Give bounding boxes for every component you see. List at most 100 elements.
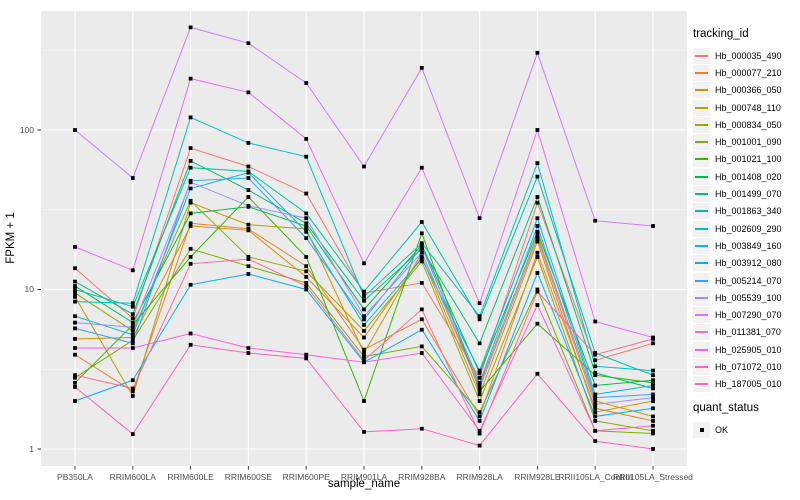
data-point [362, 347, 366, 352]
data-point [188, 159, 193, 163]
data-point [651, 383, 655, 388]
data-point [651, 368, 655, 373]
legend-item-label: Hb_000035_490 [715, 50, 782, 61]
data-point [246, 257, 251, 261]
legend-key-box [693, 220, 710, 237]
legend-item: Hb_003849_160 [693, 237, 799, 254]
data-point [535, 287, 540, 292]
data-point [651, 378, 655, 383]
data-point [304, 236, 309, 240]
data-point [188, 331, 193, 336]
x-axis-title: sample_name [327, 478, 401, 490]
data-point [188, 76, 193, 81]
legend-key-box [693, 421, 710, 438]
data-point [130, 378, 135, 383]
legend-color-line-icon [695, 141, 708, 144]
data-point [73, 326, 77, 331]
data-point [246, 141, 251, 145]
data-point [73, 352, 77, 357]
data-point [593, 319, 598, 324]
data-point [304, 275, 309, 279]
data-point [419, 231, 424, 236]
data-point [535, 239, 540, 244]
data-point [246, 255, 251, 259]
legend-color-line-icon [695, 89, 708, 92]
data-point [419, 317, 424, 322]
data-point [246, 272, 251, 276]
legend-color-line-icon [695, 383, 708, 386]
data-point [593, 218, 598, 223]
legend-item: Hb_005214_070 [693, 272, 799, 289]
data-point [651, 423, 655, 428]
legend-key-box [693, 64, 710, 81]
data-point [304, 269, 309, 274]
data-point [304, 352, 309, 357]
data-point [477, 383, 482, 388]
data-point [188, 221, 193, 226]
data-point [477, 410, 482, 415]
data-point [246, 90, 251, 95]
legend-item: Hb_001863_340 [693, 203, 799, 220]
legend-color-line-icon [695, 158, 708, 161]
data-point [651, 337, 655, 341]
legend-item-label: Hb_000077_210 [715, 67, 782, 78]
data-point [130, 335, 135, 340]
data-point [535, 321, 540, 326]
data-point [188, 255, 193, 259]
data-point [535, 233, 540, 237]
x-tick-label: RRIM928LE [514, 472, 561, 482]
legend-key-box [693, 341, 710, 358]
data-point [188, 224, 193, 228]
data-point [188, 146, 193, 150]
data-point [188, 180, 193, 185]
data-point [246, 228, 251, 233]
data-point [130, 386, 135, 391]
legend-item-label: Hb_011381_070 [715, 327, 781, 338]
data-point [362, 323, 366, 327]
data-point [419, 241, 424, 246]
legend-item-label: Hb_000366_050 [715, 85, 782, 96]
data-point [535, 229, 540, 234]
legend-item: Hb_071072_010 [693, 358, 799, 375]
legend-item: Hb_000748_110 [693, 99, 799, 116]
data-point [130, 304, 135, 309]
data-point [362, 354, 366, 359]
data-point [304, 264, 309, 269]
data-point [477, 380, 482, 385]
legend-item-label: Hb_007290_070 [715, 310, 782, 321]
legend-item: Hb_000834_050 [693, 116, 799, 133]
data-point [362, 294, 366, 299]
data-point [188, 25, 193, 30]
legend-title-tracking-id: tracking_id [693, 28, 749, 40]
data-point [73, 299, 77, 304]
data-point [477, 371, 482, 375]
data-point [73, 385, 77, 389]
data-point [73, 245, 77, 249]
data-point [130, 316, 135, 321]
legend-key-box [693, 151, 710, 168]
data-point [419, 255, 424, 259]
data-point [246, 188, 251, 192]
data-point [188, 282, 193, 287]
data-point [73, 320, 77, 325]
data-point [304, 356, 309, 361]
data-point [535, 236, 540, 240]
data-point [651, 392, 655, 397]
data-point [535, 371, 540, 376]
legend-item-label: Hb_001021_100 [715, 154, 782, 165]
legend-item-label: Hb_003912_080 [715, 258, 782, 269]
data-point [535, 255, 540, 259]
data-point [246, 195, 251, 199]
data-point [246, 346, 251, 350]
legend-color-line-icon [695, 331, 708, 334]
legend-color-line-icon [695, 262, 708, 265]
data-point [535, 128, 540, 132]
data-point [419, 250, 424, 255]
data-point [188, 342, 193, 347]
data-point [419, 426, 424, 431]
legend-key-box [693, 134, 710, 151]
data-point [477, 317, 482, 322]
data-point [535, 250, 540, 255]
data-point [651, 431, 655, 436]
x-tick-label: RRIM928LA [456, 472, 503, 482]
